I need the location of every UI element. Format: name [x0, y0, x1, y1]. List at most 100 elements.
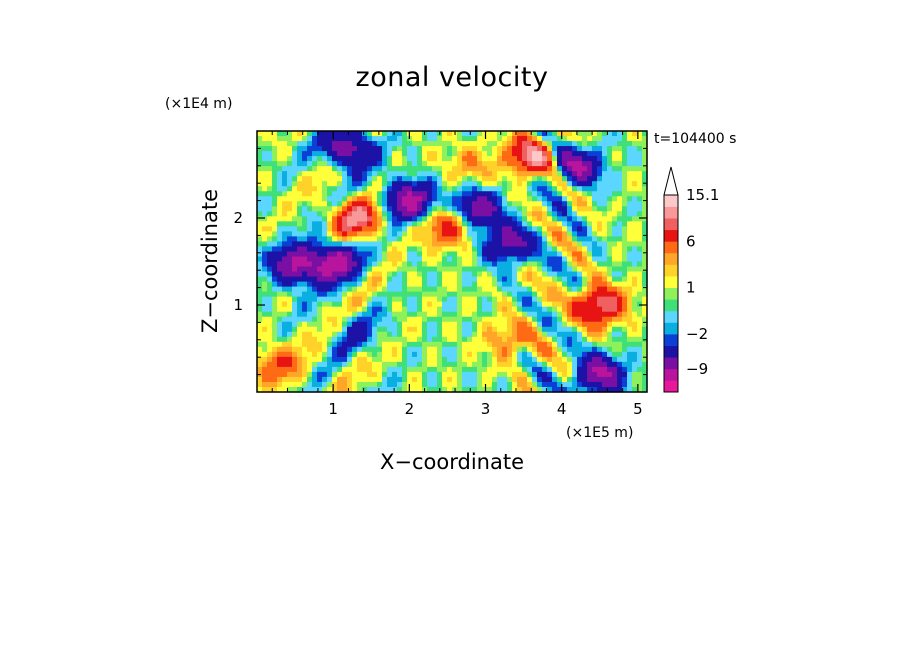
heatmap-cell	[542, 171, 548, 177]
heatmap-cell	[432, 346, 438, 353]
heatmap-cell	[472, 166, 478, 172]
heatmap-cell	[417, 256, 423, 263]
heatmap-cell	[477, 131, 483, 137]
heatmap-cell	[467, 381, 473, 388]
heatmap-cell	[357, 326, 363, 333]
heatmap-cell	[597, 301, 603, 308]
heatmap-cell	[442, 251, 448, 258]
heatmap-cell	[352, 361, 358, 368]
heatmap-cell	[442, 281, 448, 288]
heatmap-cell	[442, 301, 448, 308]
heatmap-cell	[602, 166, 608, 172]
heatmap-cell	[327, 321, 333, 328]
heatmap-cell	[442, 191, 448, 197]
heatmap-cell	[467, 251, 473, 258]
heatmap-cell	[282, 356, 288, 363]
heatmap-cell	[322, 181, 328, 187]
heatmap-cell	[277, 261, 283, 268]
heatmap-cell	[497, 276, 503, 283]
heatmap-cell	[612, 201, 618, 207]
heatmap-cell	[282, 281, 288, 288]
heatmap-cell	[342, 136, 348, 142]
heatmap-cell	[272, 326, 278, 333]
heatmap-cell	[377, 221, 383, 227]
heatmap-cell	[262, 251, 268, 258]
heatmap-cell	[587, 356, 593, 363]
heatmap-cell	[607, 346, 613, 353]
heatmap-cell	[392, 301, 398, 308]
heatmap-cell	[472, 156, 478, 162]
heatmap-cell	[367, 161, 373, 167]
heatmap-cell	[397, 256, 403, 263]
heatmap-cell	[592, 211, 598, 217]
heatmap-cell	[277, 306, 283, 313]
heatmap-cell	[342, 241, 348, 248]
heatmap-cell	[492, 171, 498, 177]
heatmap-cell	[517, 236, 523, 243]
heatmap-cell	[357, 206, 363, 212]
heatmap-cell	[452, 381, 458, 388]
heatmap-cell	[512, 161, 518, 167]
heatmap-cell	[407, 176, 413, 182]
heatmap-cell	[412, 261, 418, 268]
heatmap-cell	[262, 356, 268, 363]
heatmap-cell	[587, 256, 593, 263]
heatmap-cell	[397, 246, 403, 253]
heatmap-cell	[312, 301, 318, 308]
heatmap-cell	[302, 336, 308, 343]
heatmap-cell	[437, 306, 443, 313]
heatmap-cell	[317, 336, 323, 343]
heatmap-cell	[382, 336, 388, 343]
heatmap-cell	[257, 201, 263, 207]
heatmap-cell	[317, 186, 323, 192]
heatmap-cell	[452, 286, 458, 293]
heatmap-cell	[392, 291, 398, 298]
heatmap-cell	[482, 301, 488, 308]
heatmap-cell	[427, 131, 433, 137]
heatmap-cell	[347, 356, 353, 363]
heatmap-cell	[447, 336, 453, 343]
heatmap-cell	[637, 176, 643, 182]
heatmap-cell	[302, 151, 308, 157]
heatmap-cell	[297, 146, 303, 152]
heatmap-cell	[412, 166, 418, 172]
heatmap-cell	[557, 156, 563, 162]
heatmap-cell	[357, 216, 363, 222]
heatmap-cell	[272, 381, 278, 388]
heatmap-cell	[557, 261, 563, 268]
heatmap-cell	[457, 156, 463, 162]
heatmap-cell	[422, 361, 428, 368]
heatmap-cell	[392, 326, 398, 333]
heatmap-cell	[397, 221, 403, 227]
heatmap-cell	[497, 271, 503, 278]
heatmap-cell	[392, 181, 398, 187]
heatmap-cell	[477, 371, 483, 378]
heatmap-cell	[377, 226, 383, 232]
heatmap-cell	[572, 191, 578, 197]
heatmap-cell	[332, 181, 338, 187]
heatmap-cell	[567, 386, 573, 393]
heatmap-cell	[267, 371, 273, 378]
heatmap-cell	[557, 326, 563, 333]
heatmap-cell	[557, 251, 563, 258]
heatmap-cell	[627, 191, 633, 197]
heatmap-cell	[497, 136, 503, 142]
heatmap-cell	[412, 176, 418, 182]
heatmap-cell	[577, 361, 583, 368]
heatmap-cell	[587, 316, 593, 323]
heatmap-cell	[307, 351, 313, 358]
heatmap-cell	[352, 181, 358, 187]
heatmap-cell	[442, 156, 448, 162]
heatmap-cell	[617, 171, 623, 177]
heatmap-cell	[562, 186, 568, 192]
heatmap-cell	[402, 206, 408, 212]
heatmap-cell	[272, 256, 278, 263]
heatmap-cell	[397, 241, 403, 248]
heatmap-cell	[372, 311, 378, 318]
heatmap-cell	[352, 296, 358, 303]
heatmap-cell	[377, 266, 383, 273]
heatmap-cell	[432, 176, 438, 182]
heatmap-cell	[302, 161, 308, 167]
heatmap-cell	[442, 386, 448, 393]
heatmap-cell	[422, 186, 428, 192]
